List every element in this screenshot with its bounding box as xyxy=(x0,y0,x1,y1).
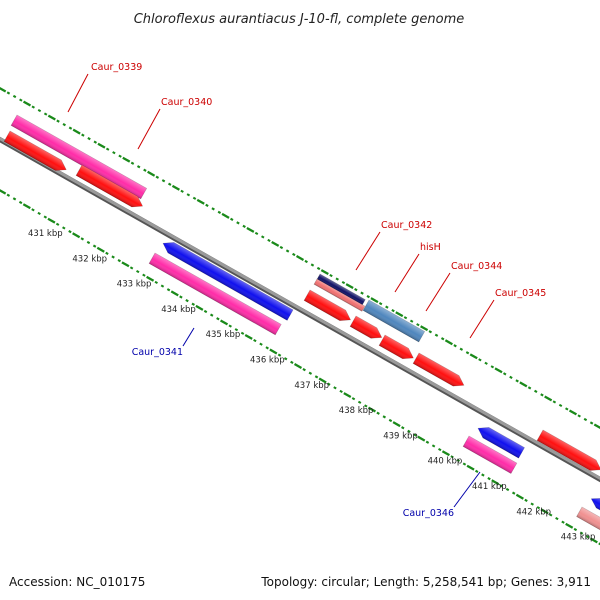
kbp-tick-label: 433 kbp xyxy=(117,280,152,290)
caur-0344-feature xyxy=(303,289,352,321)
kbp-tick-label: 438 kbp xyxy=(339,406,374,416)
gene-label-caur-0339[interactable]: Caur_0339 xyxy=(67,62,142,113)
his-feature-a xyxy=(313,278,366,312)
genome-summary-text: Topology: circular; Length: 5,258,541 bp… xyxy=(260,575,591,589)
kbp-tick-label: 439 kbp xyxy=(383,431,418,441)
kbp-tick-label: 435 kbp xyxy=(206,330,241,340)
kbp-tick-label: 432 kbp xyxy=(72,254,107,264)
gene-label-text: Caur_0342 xyxy=(381,220,432,231)
edge-blue-feature xyxy=(590,498,600,514)
tick-tracks xyxy=(0,86,600,546)
gene-label-caur-0344[interactable]: Caur_0344 xyxy=(425,261,502,312)
edge-pink-feature xyxy=(576,506,600,532)
kbp-tick-label: 436 kbp xyxy=(250,356,285,366)
caur-0339-feature xyxy=(10,114,148,200)
caur-0340b-feature xyxy=(75,164,144,208)
gene-label-text: Caur_0345 xyxy=(495,288,546,299)
gene-label-hish[interactable]: hisH xyxy=(394,242,441,293)
outer-tick-track xyxy=(0,86,600,430)
gene-label-caur-0345[interactable]: Caur_0345 xyxy=(469,288,546,339)
kbp-tick-label: 434 kbp xyxy=(161,305,196,315)
accession-text: Accession: NC_010175 xyxy=(9,575,145,589)
gene-label-text: Caur_0346 xyxy=(403,508,454,519)
genome-backbone xyxy=(0,136,600,483)
hish-feature xyxy=(362,299,426,343)
gene-label-text: Caur_0340 xyxy=(161,97,212,108)
caur-0346-feature xyxy=(462,435,518,474)
kbp-tick-label: 441 kbp xyxy=(472,482,507,492)
gene-label-text: Caur_0339 xyxy=(91,62,142,73)
gene-label-caur-0342[interactable]: Caur_0342 xyxy=(355,220,432,271)
gene-features xyxy=(3,114,600,532)
gene-label-caur-0340[interactable]: Caur_0340 xyxy=(137,97,212,150)
scale-tick-labels: 431 kbp 432 kbp 433 kbp 434 kbp 435 kbp 436 k… xyxy=(28,229,595,543)
inner-tick-track xyxy=(0,189,600,546)
kbp-tick-label: 431 kbp xyxy=(28,229,63,239)
caur-0344b-feature xyxy=(349,315,383,339)
gene-label-text: hisH xyxy=(420,242,441,253)
kbp-tick-label: 437 kbp xyxy=(294,381,329,391)
gene-label-caur-0341[interactable]: Caur_0341 xyxy=(132,327,195,358)
gene-labels: Caur_0339 Caur_0340 Caur_0342 hisH Caur_0344… xyxy=(67,62,546,519)
edge-red-feature xyxy=(536,429,600,471)
caur-0346-blue-feature xyxy=(477,427,525,459)
gene-label-caur-0346[interactable]: Caur_0346 xyxy=(403,471,481,519)
caur-0345b-feature xyxy=(412,352,465,387)
kbp-tick-label: 440 kbp xyxy=(428,457,463,467)
gene-label-text: Caur_0344 xyxy=(451,261,502,272)
kbp-tick-label: 442 kbp xyxy=(516,507,551,517)
gene-label-text: Caur_0341 xyxy=(132,347,183,358)
kbp-tick-label: 443 kbp xyxy=(561,533,596,543)
caur-0345-feature xyxy=(378,334,414,360)
map-title: Chloroflexus aurantiacus J-10-fl, comple… xyxy=(134,12,465,27)
caur-0340-feature xyxy=(3,130,67,171)
caur-0341-blue-feature xyxy=(162,242,294,321)
caur-0341-feature xyxy=(148,252,282,336)
